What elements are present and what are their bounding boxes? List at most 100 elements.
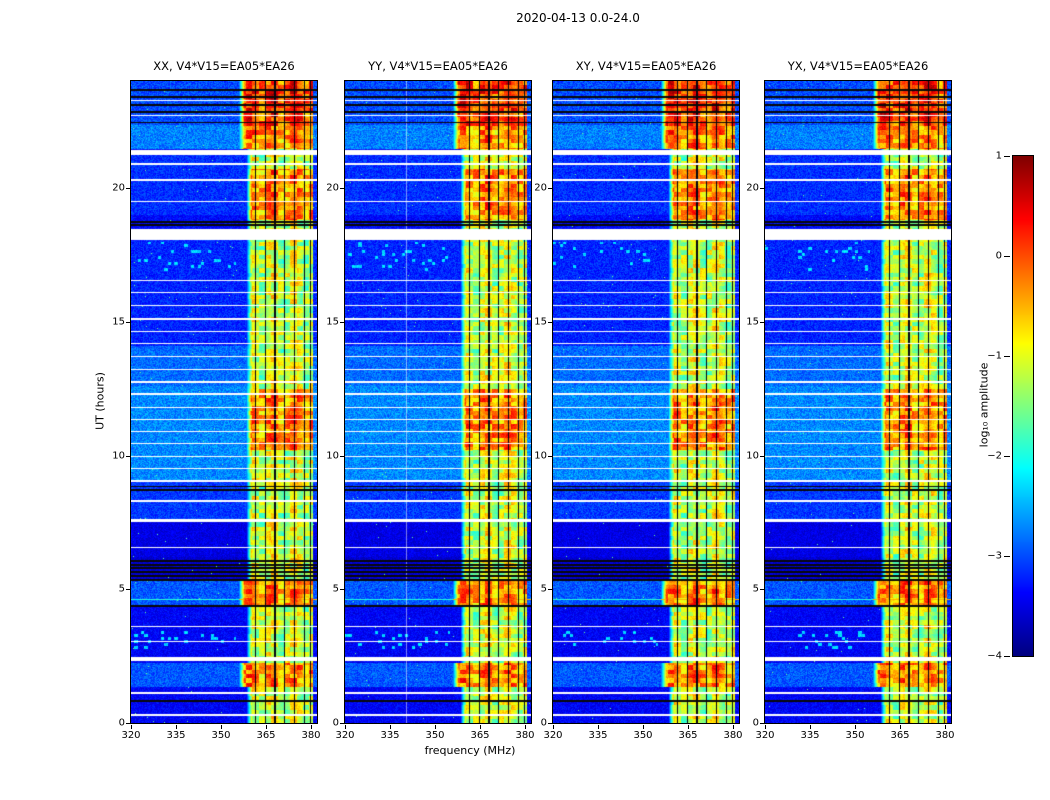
colorbar-tick-mark [1004, 456, 1010, 457]
panel-xy: XY, V4*V15=EA05*EA26 320 335 350 365 380 0 5 10… [534, 59, 742, 741]
spectrogram-xy-canvas [552, 80, 740, 724]
y-tick-mark [340, 589, 344, 591]
x-tick-mark [945, 725, 946, 729]
y-tick-label: 0 [118, 717, 125, 729]
y-tick-label: 15 [112, 316, 125, 328]
y-tick-label: 5 [118, 583, 125, 595]
y-tick-mark [340, 455, 344, 457]
x-tick-label: 320 [543, 730, 563, 741]
y-tick-mark [548, 589, 552, 591]
x-tick-mark [810, 725, 811, 729]
x-tick-label: 365 [678, 730, 698, 741]
x-tick-label: 320 [121, 730, 141, 741]
colorbar-tick-label: 0 [995, 250, 1002, 262]
y-tick-label: 20 [746, 182, 759, 194]
panel-title-xy: XY, V4*V15=EA05*EA26 [575, 59, 717, 73]
x-tick-mark [598, 725, 599, 729]
y-tick-mark [548, 455, 552, 457]
colorbar-tick-mark [1004, 256, 1010, 257]
y-tick-mark [126, 321, 130, 323]
y-tick-mark [760, 723, 764, 724]
x-tick-label: 350 [211, 730, 231, 741]
x-tick-label: 380 [301, 730, 321, 741]
y-tick-mark [126, 455, 130, 457]
panel-xx: XX, V4*V15=EA05*EA26 320 335 350 365 380 0 5 10… [112, 59, 320, 741]
colorbar-tick-label: −2 [987, 450, 1002, 462]
y-tick-mark [340, 321, 344, 323]
x-tick-label: 365 [890, 730, 910, 741]
y-tick-label: 0 [752, 717, 759, 729]
x-tick-label: 350 [633, 730, 653, 741]
x-tick-label: 335 [800, 730, 820, 741]
y-tick-label: 10 [112, 450, 125, 461]
x-tick-mark [900, 725, 901, 729]
x-tick-mark [131, 725, 132, 729]
colorbar-tick-label: −4 [987, 650, 1002, 662]
y-tick-label: 10 [534, 450, 547, 461]
x-tick-mark [311, 725, 312, 729]
y-tick-mark [548, 723, 552, 724]
y-tick-mark [760, 321, 764, 323]
colorbar-tick-label: 1 [995, 150, 1002, 162]
x-tick-mark [266, 725, 267, 729]
y-tick-mark [760, 188, 764, 189]
x-tick-mark [688, 725, 689, 729]
y-tick-label: 10 [746, 450, 759, 461]
y-tick-mark [548, 188, 552, 189]
x-tick-mark [176, 725, 177, 729]
x-tick-label: 335 [588, 730, 608, 741]
panel-title-yy: YY, V4*V15=EA05*EA26 [368, 59, 508, 73]
x-tick-mark [855, 725, 856, 729]
y-tick-label: 5 [540, 583, 547, 595]
y-tick-mark [760, 589, 764, 591]
y-tick-mark [548, 321, 552, 323]
x-tick-mark [553, 725, 554, 729]
x-axis-label: frequency (MHz) [424, 744, 516, 757]
panel-yy: YY, V4*V15=EA05*EA26 320 335 350 365 380 0 5 10… [326, 59, 534, 741]
spectrogram-yy-canvas [344, 80, 532, 724]
colorbar: 1 0 −1 −2 −3 −4 [987, 151, 1034, 662]
x-tick-label: 350 [425, 730, 445, 741]
y-tick-mark [126, 589, 130, 591]
x-tick-label: 380 [515, 730, 535, 741]
x-tick-label: 365 [470, 730, 490, 741]
x-tick-label: 335 [380, 730, 400, 741]
x-tick-label: 380 [935, 730, 955, 741]
x-tick-mark [643, 725, 644, 729]
x-tick-mark [390, 725, 391, 729]
x-tick-mark [435, 725, 436, 729]
y-tick-label: 0 [540, 717, 547, 729]
x-tick-label: 365 [256, 730, 276, 741]
x-tick-label: 380 [723, 730, 743, 741]
x-tick-mark [221, 725, 222, 729]
x-tick-label: 320 [335, 730, 355, 741]
y-tick-mark [760, 455, 764, 457]
x-tick-label: 320 [755, 730, 775, 741]
y-tick-label: 20 [326, 182, 339, 194]
y-tick-label: 20 [534, 182, 547, 194]
colorbar-tick-label: −1 [987, 350, 1002, 362]
colorbar-tick-mark [1004, 656, 1010, 657]
x-tick-mark [345, 725, 346, 729]
y-tick-mark [126, 723, 130, 724]
y-tick-label: 20 [112, 182, 125, 194]
x-tick-label: 350 [845, 730, 865, 741]
y-tick-mark [340, 188, 344, 189]
spectrogram-yx-canvas [764, 80, 952, 724]
y-tick-label: 15 [326, 316, 339, 328]
y-tick-mark [126, 188, 130, 189]
spectrogram-xx-canvas [130, 80, 318, 724]
colorbar-tick-mark [1004, 556, 1010, 557]
panel-title-yx: YX, V4*V15=EA05*EA26 [787, 59, 929, 73]
y-tick-label: 15 [746, 316, 759, 328]
y-tick-label: 5 [752, 583, 759, 595]
x-tick-mark [733, 725, 734, 729]
colorbar-canvas [1012, 155, 1034, 657]
colorbar-label: log₁₀ amplitude [977, 362, 991, 448]
x-tick-mark [765, 725, 766, 729]
y-tick-label: 5 [332, 583, 339, 595]
colorbar-tick-label: −3 [987, 550, 1002, 562]
colorbar-tick-mark [1004, 156, 1010, 157]
y-tick-label: 10 [326, 450, 339, 461]
